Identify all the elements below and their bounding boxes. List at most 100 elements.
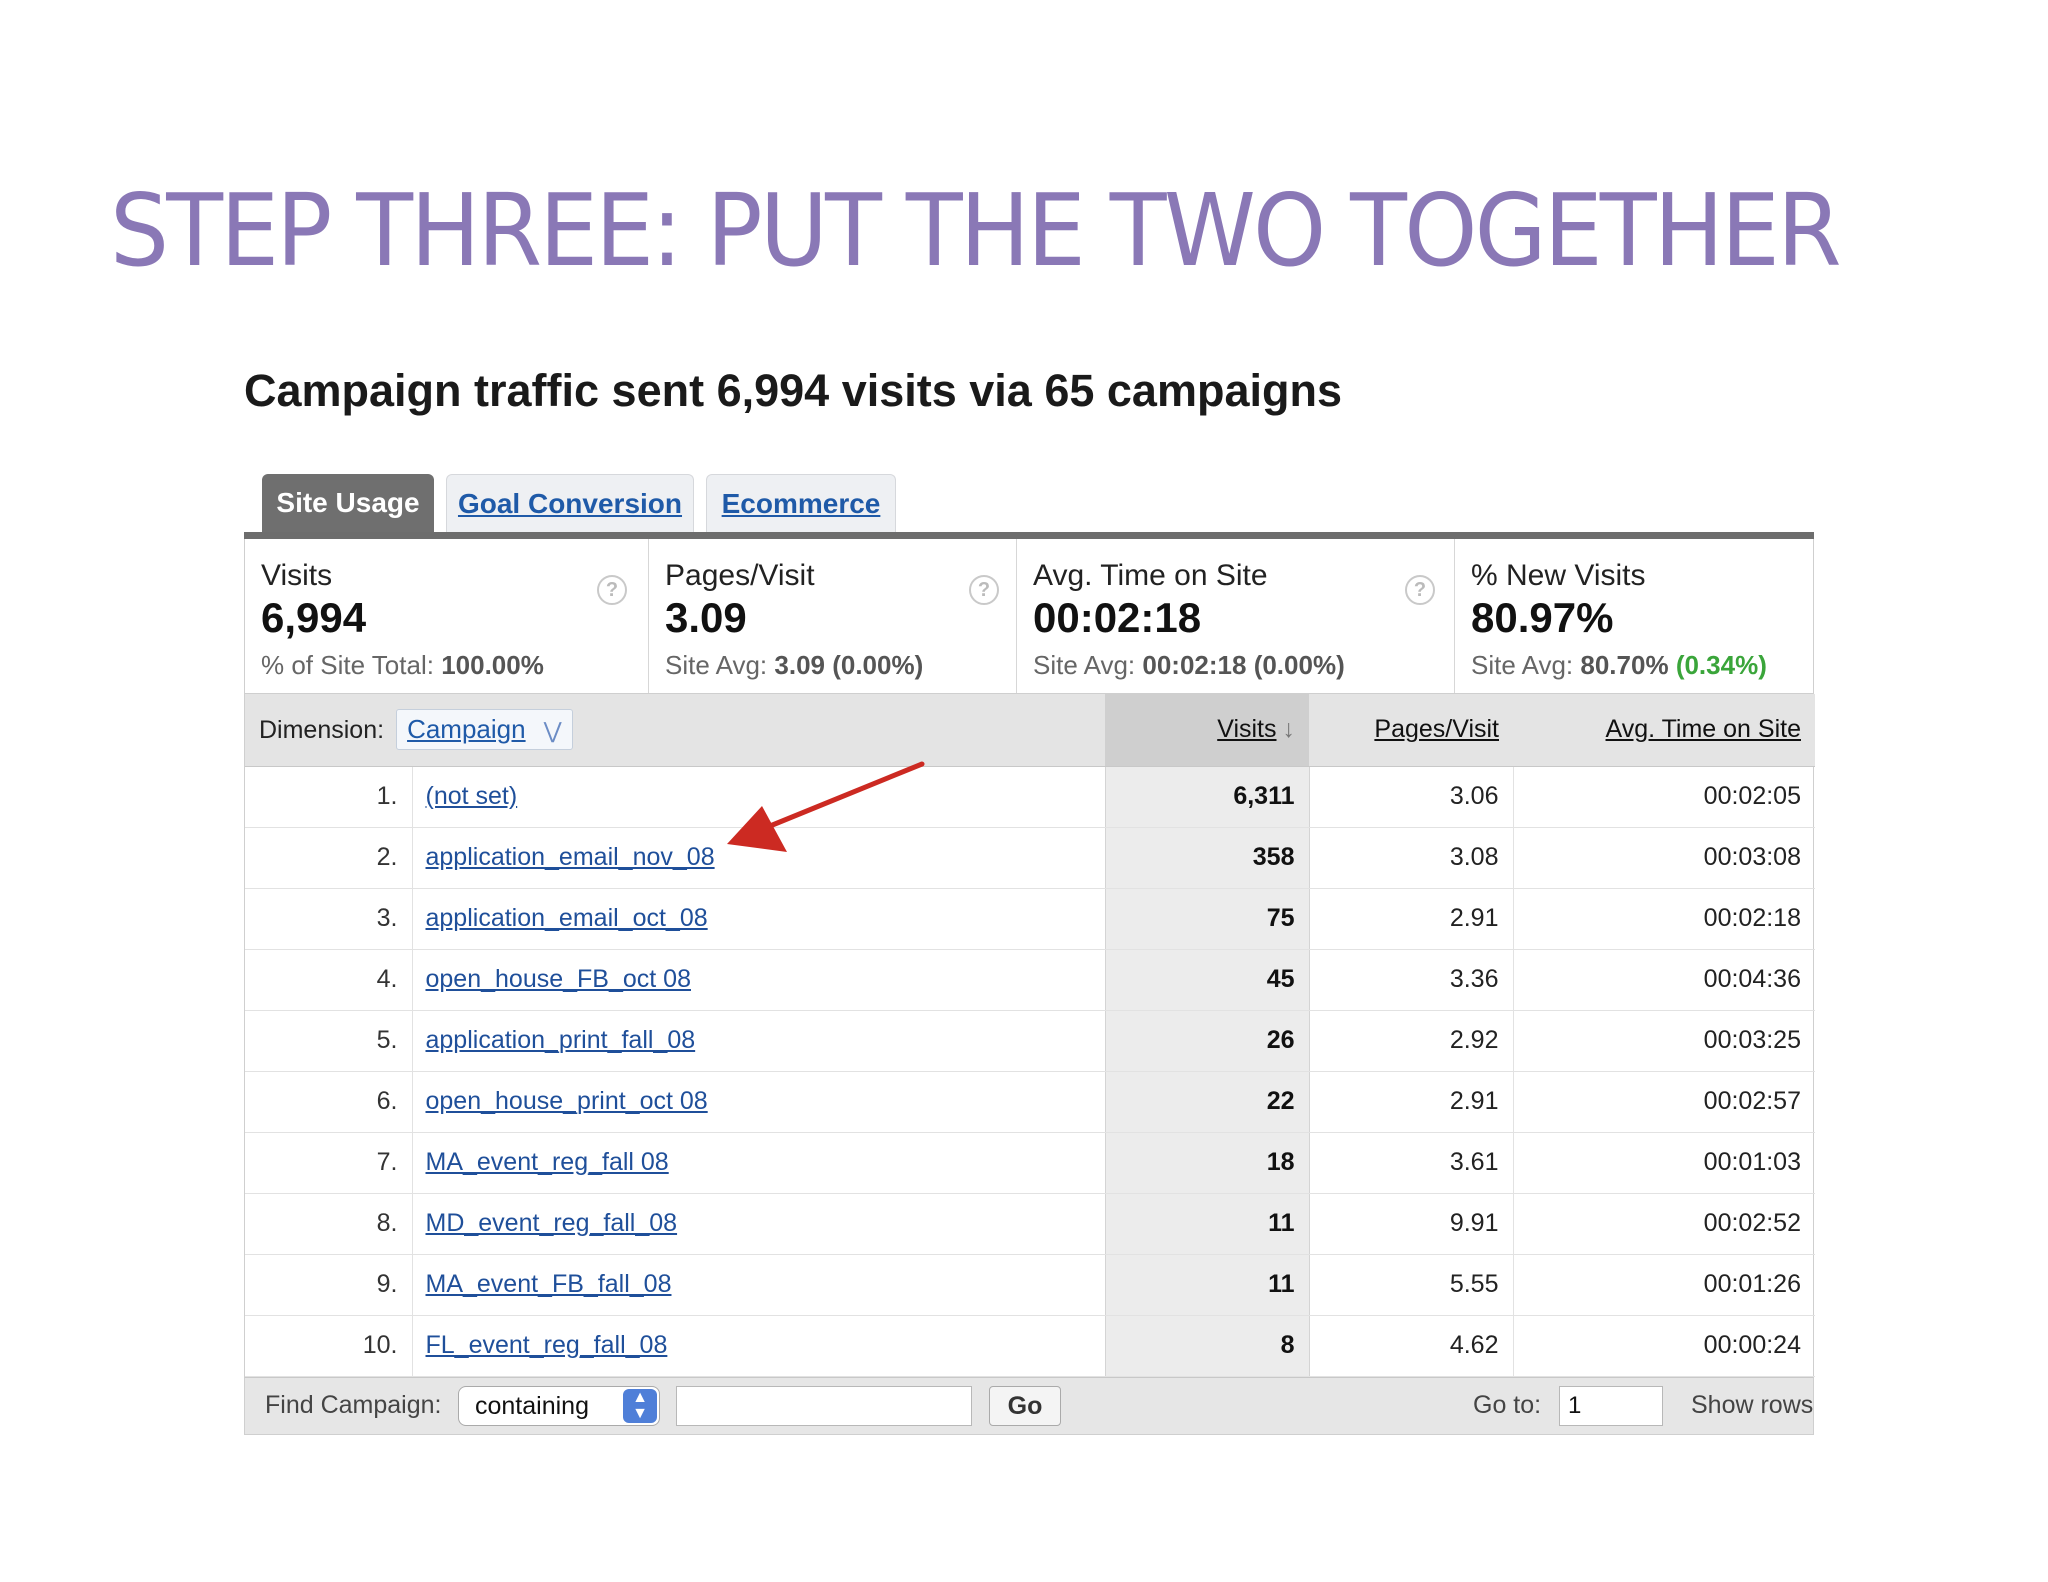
avg-time-cell: 00:03:08 [1513, 827, 1815, 889]
find-campaign-input[interactable] [676, 1385, 972, 1426]
pages-visit-cell: 3.61 [1309, 1132, 1514, 1194]
find-campaign-label: Find Campaign: [265, 1390, 442, 1419]
campaign-cell: FL_event_reg_fall_08 [412, 1315, 1105, 1377]
campaign-cell: open_house_print_oct 08 [412, 1071, 1105, 1133]
campaign-cell: MA_event_reg_fall 08 [412, 1132, 1105, 1194]
help-icon[interactable]: ? [597, 575, 627, 605]
slide-title: STEP THREE: PUT THE TWO TOGETHER [110, 172, 1842, 289]
visits-cell: 75 [1104, 888, 1310, 950]
comparison-label: Site Avg: [1033, 650, 1136, 680]
chevron-down-icon: ⋁ [543, 718, 562, 744]
show-rows-label: Show rows [1691, 1390, 1814, 1419]
metric-comparison: Site Avg: 00:02:18 (0.00%) [1033, 650, 1454, 681]
tab-goal-conversion[interactable]: Goal Conversion [446, 474, 694, 532]
table-row: 5. application_print_fall_08 26 2.92 00:… [245, 1010, 1815, 1072]
metric-label: Avg. Time on Site [1033, 559, 1268, 592]
campaign-cell: MD_event_reg_fall_08 [412, 1193, 1105, 1255]
sort-descending-icon: ↓ [1282, 715, 1296, 744]
row-rank: 8. [245, 1193, 413, 1255]
visits-cell: 358 [1104, 827, 1310, 889]
row-rank: 3. [245, 888, 413, 950]
visits-cell: 11 [1104, 1193, 1310, 1255]
dimension-select[interactable]: Campaign ⋁ [396, 709, 573, 751]
tab-bar-divider [244, 532, 1814, 539]
campaign-link[interactable]: FL_event_reg_fall_08 [425, 1331, 668, 1359]
help-icon[interactable]: ? [969, 575, 999, 605]
campaign-link[interactable]: MA_event_reg_fall 08 [425, 1148, 669, 1176]
campaign-cell: (not set) [412, 766, 1105, 828]
campaign-link[interactable]: application_email_oct_08 [425, 904, 708, 932]
table-row: 9. MA_event_FB_fall_08 11 5.55 00:01:26 [245, 1254, 1815, 1316]
help-icon[interactable]: ? [1405, 575, 1435, 605]
go-button[interactable]: Go [989, 1385, 1061, 1426]
visits-cell: 11 [1104, 1254, 1310, 1316]
row-rank: 9. [245, 1254, 413, 1316]
metric-pages-per-visit: Pages/Visit 3.09 Site Avg: 3.09 (0.00%) … [648, 539, 1016, 693]
comparison-label: Site Avg: [665, 650, 768, 680]
column-header-visits[interactable]: Visits ↓ [1105, 694, 1309, 767]
metric-label: Visits [261, 559, 333, 592]
avg-time-cell: 00:01:03 [1513, 1132, 1815, 1194]
visits-cell: 45 [1104, 949, 1310, 1011]
pages-visit-cell: 2.91 [1309, 1071, 1514, 1133]
tab-site-usage[interactable]: Site Usage [262, 474, 434, 532]
avg-time-cell: 00:02:18 [1513, 888, 1815, 950]
campaign-link[interactable]: application_print_fall_08 [425, 1026, 696, 1054]
visits-cell: 18 [1104, 1132, 1310, 1194]
table-row: 1. (not set) 6,311 3.06 00:02:05 [245, 766, 1815, 828]
comparison-label: Site Avg: [1471, 650, 1574, 680]
pages-visit-cell: 4.62 [1309, 1315, 1514, 1377]
dimension-label: Dimension: [259, 716, 385, 745]
column-header-avg-time[interactable]: Avg. Time on Site [1513, 694, 1815, 767]
campaign-link[interactable]: (not set) [425, 782, 518, 810]
goto-label: Go to: [1473, 1390, 1542, 1419]
avg-time-cell: 00:01:26 [1513, 1254, 1815, 1316]
metrics-scorecard: Visits 6,994 % of Site Total: 100.00% ? … [244, 539, 1814, 694]
row-rank: 2. [245, 827, 413, 889]
table-row: 2. application_email_nov_08 358 3.08 00:… [245, 827, 1815, 889]
metric-comparison: % of Site Total: 100.00% [261, 650, 648, 681]
column-header-pages-visit[interactable]: Pages/Visit [1309, 694, 1513, 767]
campaign-link[interactable]: MA_event_FB_fall_08 [425, 1270, 672, 1298]
campaign-cell: application_print_fall_08 [412, 1010, 1105, 1072]
metric-value: 00:02:18 [1033, 594, 1202, 641]
campaign-link[interactable]: application_email_nov_08 [425, 843, 715, 871]
avg-time-cell: 00:02:52 [1513, 1193, 1815, 1255]
metric-value: 6,994 [261, 594, 367, 641]
campaign-link[interactable]: open_house_print_oct 08 [425, 1087, 708, 1115]
metric-label: % New Visits [1471, 559, 1646, 592]
comparison-value: 80.70% [1580, 650, 1669, 680]
visits-cell: 6,311 [1104, 766, 1310, 828]
metric-comparison: Site Avg: 80.70% (0.34%) [1471, 650, 1815, 681]
table-footer: Find Campaign: containing ▲ ▼ Go Go to: 1… [244, 1376, 1814, 1435]
metric-visits: Visits 6,994 % of Site Total: 100.00% ? [245, 539, 648, 693]
comparison-value: 00:02:18 (0.00%) [1142, 650, 1345, 680]
table-row: 7. MA_event_reg_fall 08 18 3.61 00:01:03 [245, 1132, 1815, 1194]
dimension-value: Campaign [407, 714, 526, 745]
table-row: 4. open_house_FB_oct 08 45 3.36 00:04:36 [245, 949, 1815, 1011]
campaign-link[interactable]: open_house_FB_oct 08 [425, 965, 692, 993]
table-row: 3. application_email_oct_08 75 2.91 00:0… [245, 888, 1815, 950]
visits-cell: 22 [1104, 1071, 1310, 1133]
tab-ecommerce[interactable]: Ecommerce [706, 474, 896, 532]
metric-value: 3.09 [665, 594, 747, 641]
row-rank: 1. [245, 766, 413, 828]
avg-time-cell: 00:03:25 [1513, 1010, 1815, 1072]
comparison-change: (0.34%) [1675, 650, 1767, 680]
pages-visit-cell: 9.91 [1309, 1193, 1514, 1255]
campaign-cell: open_house_FB_oct 08 [412, 949, 1105, 1011]
pages-visit-cell: 3.06 [1309, 766, 1514, 828]
metric-label: Pages/Visit [665, 559, 815, 592]
comparison-value: 3.09 (0.00%) [774, 650, 924, 680]
avg-time-cell: 00:00:24 [1513, 1315, 1815, 1377]
analytics-panel: Site Usage Goal Conversion Ecommerce Vis… [244, 474, 1815, 1435]
updown-arrows-icon: ▲ ▼ [623, 1388, 657, 1423]
campaign-link[interactable]: MD_event_reg_fall_08 [425, 1209, 678, 1237]
table-row: 8. MD_event_reg_fall_08 11 9.91 00:02:52 [245, 1193, 1815, 1255]
match-type-select[interactable]: containing ▲ ▼ [458, 1385, 660, 1426]
goto-page-input[interactable]: 1 [1559, 1385, 1663, 1426]
campaign-cell: application_email_oct_08 [412, 888, 1105, 950]
comparison-value: 100.00% [441, 650, 544, 680]
campaign-cell: MA_event_FB_fall_08 [412, 1254, 1105, 1316]
campaign-table: Dimension: Campaign ⋁ Visits ↓ Pages/Visit … [245, 694, 1815, 1377]
